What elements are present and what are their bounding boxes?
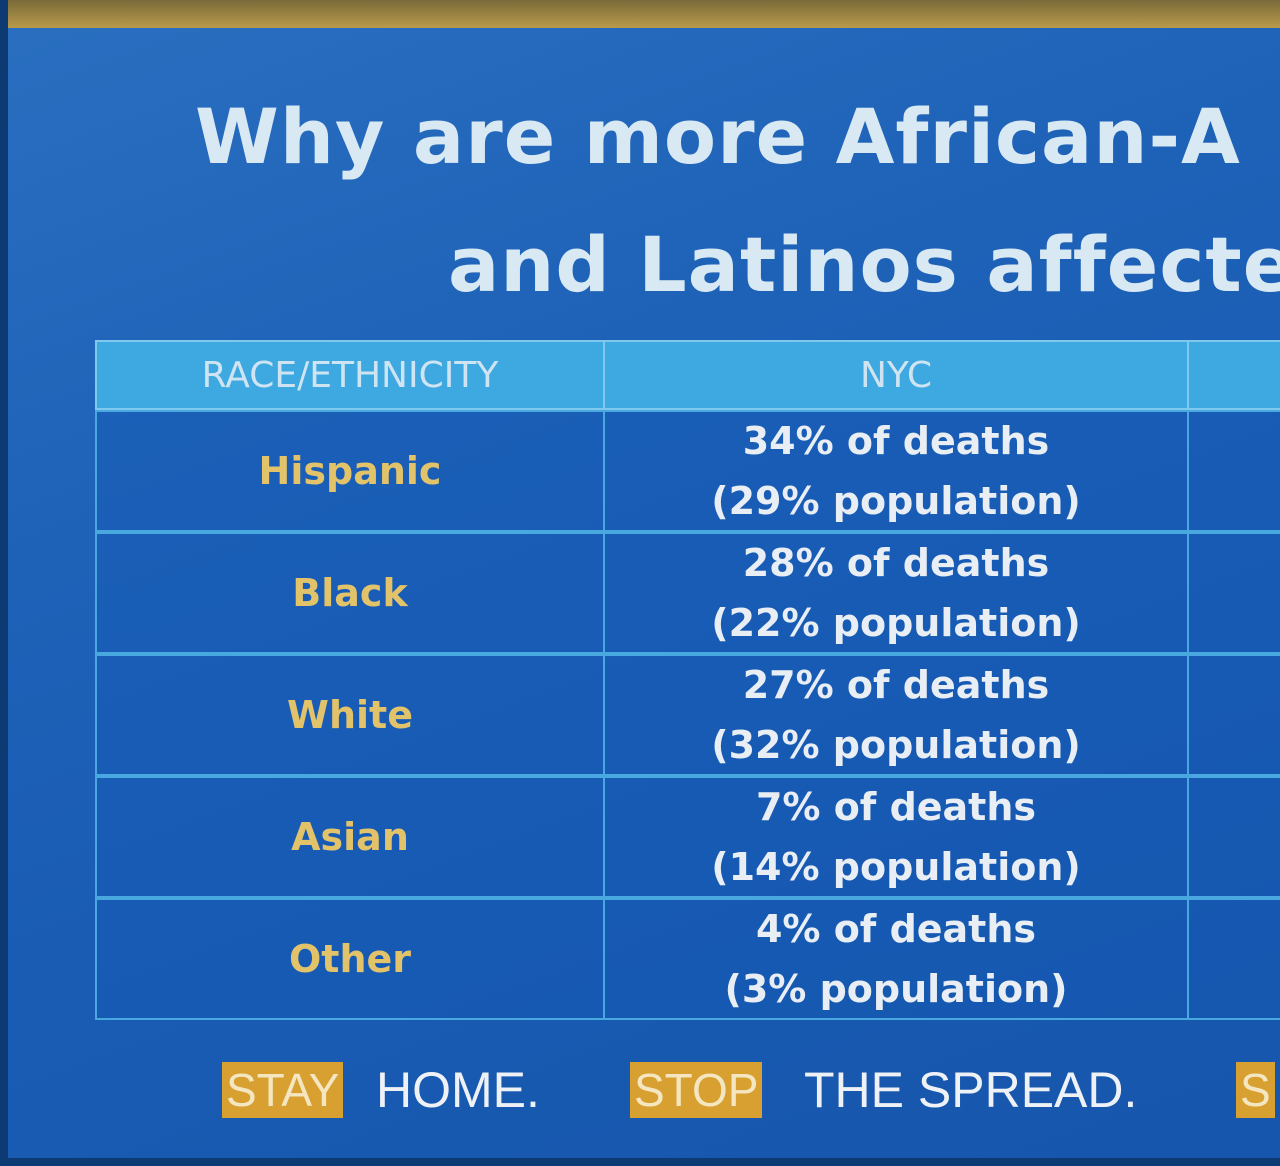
table-cell: 4% of deaths (3% population) xyxy=(603,898,1189,1020)
cell-text: 34% of deaths xyxy=(742,419,1050,463)
table-cell xyxy=(1187,532,1280,654)
table-cell: White xyxy=(95,654,605,776)
table-cell: 28% of deaths (22% population) xyxy=(603,532,1189,654)
column-header: RACE/ETHNICITY xyxy=(95,340,605,410)
frame xyxy=(0,1158,1280,1166)
table-cell: 34% of deaths (29% population) xyxy=(603,410,1189,532)
highlight-word: STAY xyxy=(222,1062,344,1118)
column-header: NYC xyxy=(603,340,1189,410)
title-line: and Latinos affecte xyxy=(448,220,1280,309)
cell-text: (14% population) xyxy=(711,845,1081,889)
frame xyxy=(0,0,1280,28)
title-line: Why are more African-A xyxy=(195,92,1241,181)
row-label: Asian xyxy=(291,815,409,859)
cell-text: 28% of deaths xyxy=(742,541,1050,585)
column-header xyxy=(1187,340,1280,410)
cell-text: 7% of deaths xyxy=(755,785,1037,829)
row-label: Black xyxy=(292,571,408,615)
table-cell xyxy=(1187,654,1280,776)
table-cell: Other xyxy=(95,898,605,1020)
row-label: White xyxy=(287,693,413,737)
slogan-text: HOME. xyxy=(376,1062,540,1118)
cell-text: (22% population) xyxy=(711,601,1081,645)
footer: STAY HOME. STOP THE SPREAD. S xyxy=(0,1062,1280,1122)
cell-text: 4% of deaths xyxy=(755,907,1037,951)
frame xyxy=(0,0,8,1166)
row-label: Other xyxy=(288,937,412,981)
slogan-text: THE SPREAD. xyxy=(804,1062,1138,1118)
table-cell xyxy=(1187,898,1280,1020)
cell-text: (3% population) xyxy=(724,967,1068,1011)
table-cell: Black xyxy=(95,532,605,654)
cell-text: (32% population) xyxy=(711,723,1081,767)
row-label: Hispanic xyxy=(258,449,442,493)
table-cell: 7% of deaths (14% population) xyxy=(603,776,1189,898)
highlight-word: S xyxy=(1236,1062,1275,1118)
highlight-word: STOP xyxy=(630,1062,763,1118)
table-cell: Asian xyxy=(95,776,605,898)
table-cell: 27% of deaths (32% population) xyxy=(603,654,1189,776)
cell-text: (29% population) xyxy=(711,479,1081,523)
cell-text: 27% of deaths xyxy=(742,663,1050,707)
table-cell xyxy=(1187,776,1280,898)
table: RACE/ETHNICITY NYC Hispanic 34% of deaths (2… xyxy=(95,340,1280,1020)
table-cell xyxy=(1187,410,1280,532)
table-cell: Hispanic xyxy=(95,410,605,532)
